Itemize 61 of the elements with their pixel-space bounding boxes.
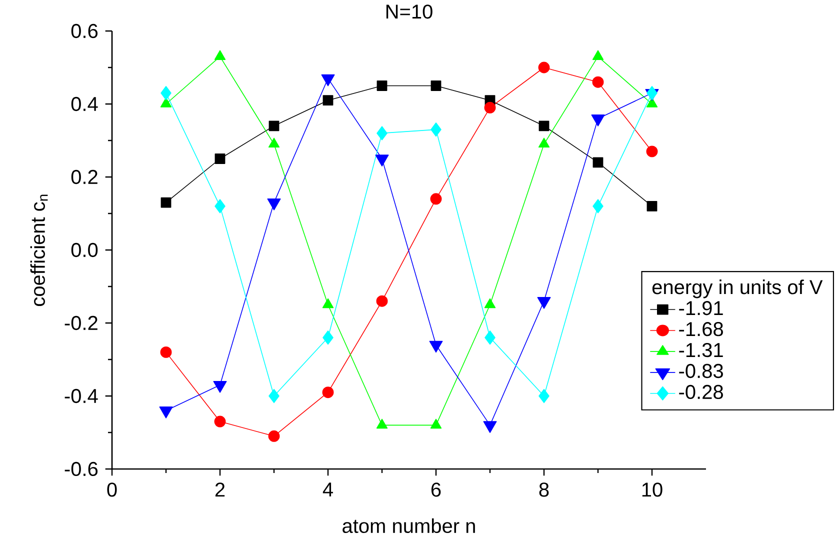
point	[484, 330, 496, 345]
point	[538, 388, 550, 404]
legend-title: energy in units of V	[652, 280, 823, 298]
legend-label: -0.83	[679, 364, 723, 378]
point	[430, 418, 442, 429]
legend-label: -0.28	[679, 384, 723, 400]
point	[592, 50, 604, 60]
point	[322, 330, 334, 345]
point	[376, 418, 388, 429]
point	[430, 122, 442, 137]
y-axis-title: coefficient c$_{n}$	[30, 194, 48, 306]
point	[646, 98, 658, 108]
point	[268, 388, 280, 404]
point	[376, 80, 388, 91]
legend-label: -1.31	[679, 342, 723, 358]
point	[538, 138, 550, 148]
point	[268, 120, 280, 132]
point	[376, 126, 388, 140]
point	[160, 197, 172, 208]
x-tick-label: 8	[539, 482, 549, 497]
point	[430, 193, 442, 205]
y-tick-label: 0.0	[71, 242, 98, 258]
point	[160, 86, 172, 100]
x-axis-title: atom number n	[342, 518, 475, 534]
x-tick-label: 10	[642, 482, 662, 497]
y-tick-label: 0.4	[71, 96, 98, 112]
y-tick-label: -0.4	[64, 388, 98, 404]
y-tick-label: -0.6	[64, 462, 98, 476]
y-tick-label: 0.2	[71, 170, 98, 184]
point	[646, 86, 658, 100]
point	[268, 138, 280, 148]
point	[214, 154, 226, 164]
legend-label: -1.91	[679, 301, 723, 316]
point	[376, 295, 388, 307]
point	[214, 50, 226, 60]
point	[592, 157, 604, 168]
x-tick-label: 6	[431, 482, 441, 497]
point	[322, 95, 334, 106]
point	[646, 146, 658, 158]
point	[646, 201, 658, 212]
chart-title: N=10	[386, 4, 432, 19]
point	[430, 80, 442, 91]
point	[160, 346, 172, 358]
point	[538, 120, 550, 132]
point	[592, 76, 604, 88]
point	[538, 62, 550, 74]
y-tick-label: 0.6	[71, 24, 98, 38]
point	[322, 298, 334, 308]
legend-label: -1.68	[679, 322, 723, 336]
point	[160, 98, 172, 108]
point	[592, 199, 604, 214]
point	[322, 386, 334, 398]
point	[268, 430, 280, 442]
point	[214, 199, 226, 214]
x-tick-label: 2	[215, 482, 225, 497]
y-tick-label: -0.2	[64, 316, 98, 330]
point	[214, 416, 226, 428]
x-tick-label: 4	[322, 482, 333, 496]
point	[484, 298, 496, 308]
x-tick-label: 0	[107, 482, 117, 497]
point	[484, 102, 496, 114]
